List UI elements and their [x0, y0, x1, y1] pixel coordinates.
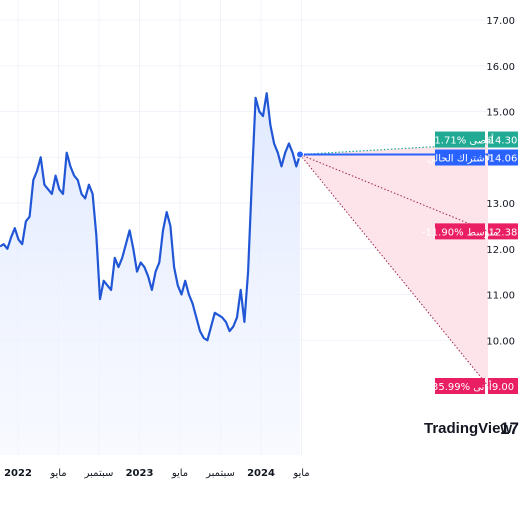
average-pct-label: ‎-11.90% متوسط — [422, 227, 498, 238]
x-tick-label: سبتمبر — [84, 468, 114, 479]
y-tick-label: 16.00 — [486, 62, 515, 73]
average-value-tag — [488, 223, 518, 240]
y-tick-label: 12.00 — [486, 245, 515, 256]
x-tick-label: سبتمبر — [205, 468, 235, 479]
high-pct-label: ‎+1.71% أقصى — [426, 134, 494, 147]
y-tick-label: 10.00 — [486, 336, 515, 347]
current-pct-tag — [435, 149, 485, 166]
x-tick-label: 2022 — [4, 468, 32, 479]
forecast-average-line — [299, 154, 489, 232]
high-value-tag — [488, 131, 518, 148]
forecast-range-fill — [300, 143, 488, 386]
tradingview-logo: TradingView 17 — [424, 419, 519, 438]
current-pct-label: الاشتراك الحالي — [427, 154, 493, 165]
y-tick-label: 15.00 — [486, 108, 515, 119]
average-pct-tag — [435, 223, 485, 240]
average-value-label: 12.38 — [489, 227, 518, 238]
x-axis: 2022 مايو سبتمبر 2023 مايو سبتمبر 2024 مايو — [4, 468, 310, 479]
low-pct-label: ‎-35.99% أدنى — [428, 380, 491, 393]
x-tick-label: 2024 — [247, 468, 275, 479]
current-value-label: 14.06 — [489, 154, 518, 165]
forecast-low-line — [299, 154, 489, 387]
price-line — [0, 92, 302, 342]
low-pct-tag — [435, 378, 485, 394]
price-series-line — [0, 92, 302, 342]
high-value-label: 14.30 — [489, 136, 518, 147]
x-tick-label: 2023 — [126, 468, 154, 479]
current-value-tag — [488, 149, 518, 166]
price-area-fill — [0, 93, 300, 455]
x-tick-label: مايو — [49, 468, 66, 479]
price-area — [0, 93, 300, 455]
low-value-tag — [488, 378, 518, 394]
forecast-area — [300, 143, 488, 386]
y-tick-label: 17.00 — [486, 16, 515, 27]
logo-text: TradingView — [424, 420, 512, 437]
logo-mark: 17 — [500, 419, 519, 438]
last-price-marker — [296, 150, 304, 159]
low-value-label: 9.00 — [492, 382, 514, 393]
high-pct-tag — [435, 131, 485, 148]
y-tick-label: 13.00 — [486, 199, 515, 210]
x-tick-label: مايو — [292, 468, 309, 479]
y-tick-label: 11.00 — [486, 291, 515, 302]
x-tick-label: مايو — [171, 468, 188, 479]
